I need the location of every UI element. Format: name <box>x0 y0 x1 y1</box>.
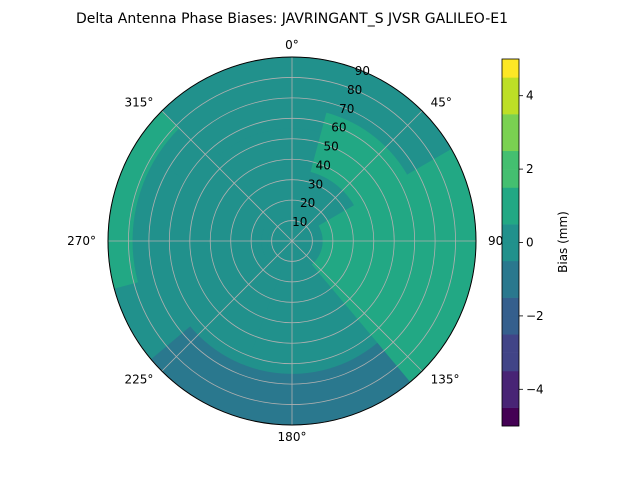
radial-tick-label: 50 <box>323 140 338 154</box>
colorbar-band <box>502 114 519 133</box>
angular-tick-label: 135° <box>431 373 460 387</box>
radial-tick-label: 30 <box>308 177 323 191</box>
colorbar-ticks: −4 −2 0 2 4 <box>519 89 544 396</box>
colorbar-band <box>502 334 519 353</box>
colorbar-band <box>502 150 519 170</box>
colorbar-band <box>502 95 519 115</box>
angular-tick-label: 225° <box>125 373 154 387</box>
radial-tick-labels: 10 20 30 40 50 60 70 80 90 <box>292 64 370 229</box>
radial-tick-label: 80 <box>347 83 362 97</box>
angular-tick-label: 0° <box>285 38 299 52</box>
colorbar-band <box>502 370 519 390</box>
chart-title: Delta Antenna Phase Biases: JAVRINGANT_S… <box>76 11 508 27</box>
colorbar-band <box>502 242 519 262</box>
colorbar-tick-label: −2 <box>526 309 544 323</box>
polar-frame <box>107 56 477 426</box>
angular-tick-label: 180° <box>278 430 307 444</box>
radial-tick-label: 90 <box>355 64 370 78</box>
colorbar-tick-label: 2 <box>526 162 534 176</box>
colorbar-band <box>502 260 519 280</box>
angular-tick-label: 270° <box>67 234 96 248</box>
angular-grid-line <box>291 110 423 242</box>
colorbar-band <box>502 224 519 243</box>
colorbar-band <box>502 205 519 225</box>
bias-region <box>151 326 411 425</box>
colorbar-band <box>502 315 519 335</box>
radial-tick-label: 20 <box>300 196 315 210</box>
angular-tick-label: 45° <box>431 95 452 109</box>
angular-grid-line <box>291 240 423 372</box>
radial-tick-label: 70 <box>339 102 354 116</box>
angular-tick-label: 315° <box>125 95 154 109</box>
radial-tick-label: 40 <box>316 158 331 172</box>
colorbar-tick-label: 0 <box>526 236 534 250</box>
colorbar-band <box>502 297 519 317</box>
colorbar-label: Bias (mm) <box>556 211 570 273</box>
angular-grid-line <box>161 240 293 372</box>
colorbar-band <box>502 132 519 152</box>
colorbar-band <box>502 407 519 427</box>
colorbar-bands <box>502 59 519 427</box>
radial-tick-label: 60 <box>331 121 346 135</box>
bias-region <box>311 149 476 382</box>
colorbar-band <box>502 169 519 188</box>
colorbar-band <box>502 279 519 298</box>
bias-region <box>108 110 180 289</box>
polar-grid <box>107 56 477 426</box>
colorbar-band <box>502 352 519 372</box>
colorbar-band <box>502 77 519 96</box>
angular-tick-labels: 0° 45° 90 135° 180° 225° 270° 315° <box>67 38 503 444</box>
colorbar-band <box>502 59 519 78</box>
polar-plot-area: 0° 45° 90 135° 180° 225° 270° 315° 10 20 30 40 50 60… <box>67 38 503 444</box>
bias-region <box>169 147 282 357</box>
colorbar-tick-label: 4 <box>526 89 534 103</box>
colorbar-band <box>502 187 519 207</box>
colorbar-band <box>502 389 519 408</box>
colorbar: −4 −2 0 2 4 Bias (mm) <box>501 58 570 427</box>
angular-grid-line <box>161 110 293 242</box>
radial-tick-label: 10 <box>292 215 307 229</box>
colorbar-tick-label: −4 <box>526 382 544 396</box>
angular-tick-label: 90 <box>488 234 503 248</box>
